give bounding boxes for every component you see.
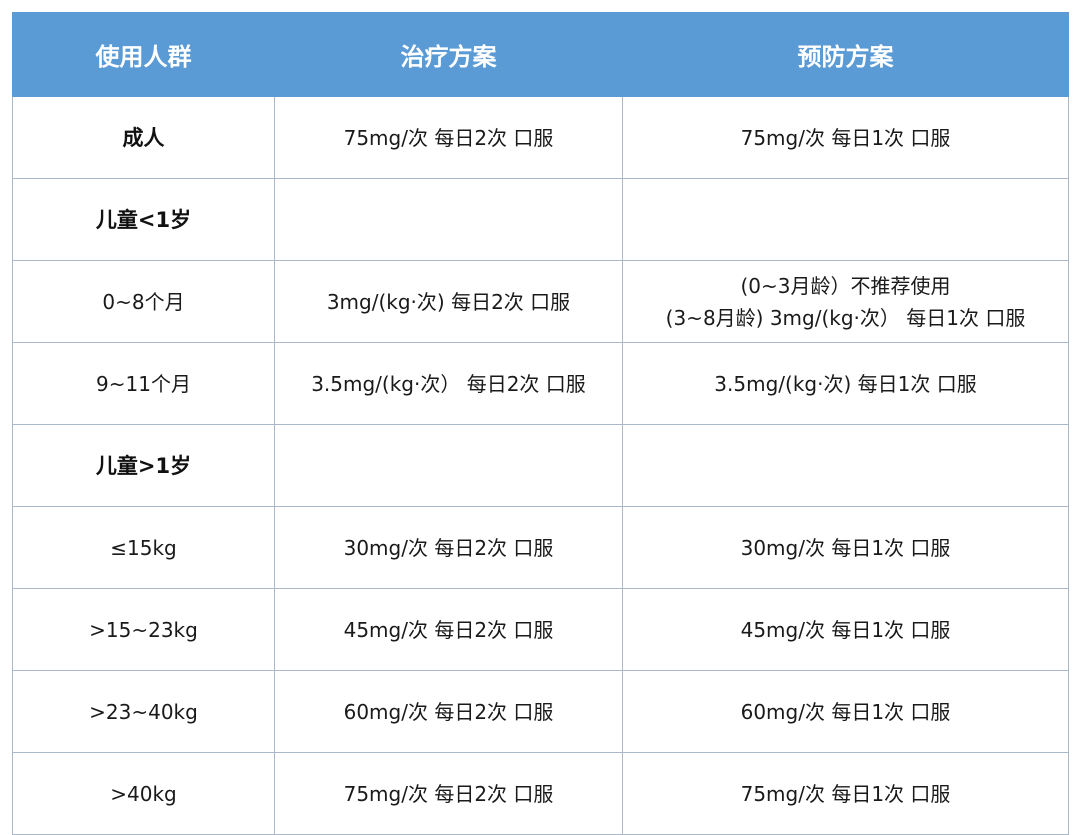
header-row: 使用人群 治疗方案 预防方案 <box>12 12 1069 97</box>
cell-group-text: 9~11个月 <box>96 371 191 396</box>
cell-prevention: 30mg/次 每日1次 口服 <box>622 506 1069 589</box>
cell-prevention-text: 60mg/次 每日1次 口服 <box>740 699 951 724</box>
cell-group: 9~11个月 <box>12 342 275 425</box>
cell-group-text: >23~40kg <box>89 699 198 724</box>
cell-prevention-text: 3.5mg/(kg·次) 每日1次 口服 <box>714 371 977 396</box>
table-row: 儿童<1岁 <box>12 178 1069 261</box>
cell-prevention: 3.5mg/(kg·次) 每日1次 口服 <box>622 342 1069 425</box>
cell-treatment-text: 75mg/次 每日2次 口服 <box>343 781 554 806</box>
cell-treatment-text: 30mg/次 每日2次 口服 <box>343 535 554 560</box>
cell-prevention-text: 45mg/次 每日1次 口服 <box>740 617 951 642</box>
cell-treatment-text: 3.5mg/(kg·次） 每日2次 口服 <box>311 371 586 396</box>
cell-group: 儿童<1岁 <box>12 178 275 261</box>
dosage-table: 使用人群 治疗方案 预防方案 成人 75mg/次 每日2次 口服 75mg/次 每日… <box>12 12 1069 835</box>
cell-treatment <box>274 178 623 261</box>
cell-group-text: >15~23kg <box>89 617 198 642</box>
cell-group: 成人 <box>12 96 275 179</box>
cell-group: >40kg <box>12 752 275 835</box>
cell-prevention-text-2: (3~8月龄) 3mg/(kg·次） 每日1次 口服 <box>665 305 1026 330</box>
table-row: >40kg 75mg/次 每日2次 口服 75mg/次 每日1次 口服 <box>12 752 1069 835</box>
table-row: >23~40kg 60mg/次 每日2次 口服 60mg/次 每日1次 口服 <box>12 670 1069 753</box>
cell-prevention-text: (0~3月龄）不推荐使用 <box>740 273 951 298</box>
table-row: 0~8个月 3mg/(kg·次) 每日2次 口服 (0~3月龄）不推荐使用 (3~8月… <box>12 260 1069 343</box>
table-row: 成人 75mg/次 每日2次 口服 75mg/次 每日1次 口服 <box>12 96 1069 179</box>
header-group: 使用人群 <box>12 12 275 97</box>
cell-prevention: (0~3月龄）不推荐使用 (3~8月龄) 3mg/(kg·次） 每日1次 口服 <box>622 260 1069 343</box>
table-row: 儿童>1岁 <box>12 424 1069 507</box>
table-row: >15~23kg 45mg/次 每日2次 口服 45mg/次 每日1次 口服 <box>12 588 1069 671</box>
cell-prevention: 45mg/次 每日1次 口服 <box>622 588 1069 671</box>
cell-group-text: 儿童>1岁 <box>95 453 192 478</box>
cell-treatment: 45mg/次 每日2次 口服 <box>274 588 623 671</box>
cell-treatment: 3mg/(kg·次) 每日2次 口服 <box>274 260 623 343</box>
cell-group-text: 儿童<1岁 <box>95 207 192 232</box>
cell-treatment: 30mg/次 每日2次 口服 <box>274 506 623 589</box>
cell-prevention-text: 75mg/次 每日1次 口服 <box>740 781 951 806</box>
cell-prevention: 75mg/次 每日1次 口服 <box>622 752 1069 835</box>
cell-group: >15~23kg <box>12 588 275 671</box>
cell-treatment: 60mg/次 每日2次 口服 <box>274 670 623 753</box>
cell-treatment-text: 45mg/次 每日2次 口服 <box>343 617 554 642</box>
cell-treatment-text: 60mg/次 每日2次 口服 <box>343 699 554 724</box>
table-row: ≤15kg 30mg/次 每日2次 口服 30mg/次 每日1次 口服 <box>12 506 1069 589</box>
cell-prevention <box>622 424 1069 507</box>
header-treatment: 治疗方案 <box>274 12 623 97</box>
cell-treatment: 75mg/次 每日2次 口服 <box>274 96 623 179</box>
cell-prevention <box>622 178 1069 261</box>
cell-treatment: 3.5mg/(kg·次） 每日2次 口服 <box>274 342 623 425</box>
cell-prevention-text: 75mg/次 每日1次 口服 <box>740 125 951 150</box>
cell-group-text: >40kg <box>110 781 177 806</box>
cell-group-text: 成人 <box>122 125 165 150</box>
cell-group-text: ≤15kg <box>110 535 177 560</box>
cell-treatment: 75mg/次 每日2次 口服 <box>274 752 623 835</box>
cell-group: 儿童>1岁 <box>12 424 275 507</box>
cell-treatment <box>274 424 623 507</box>
table-row: 9~11个月 3.5mg/(kg·次） 每日2次 口服 3.5mg/(kg·次) 每… <box>12 342 1069 425</box>
header-prevention: 预防方案 <box>622 12 1069 97</box>
cell-treatment-text: 75mg/次 每日2次 口服 <box>343 125 554 150</box>
cell-prevention-text: 30mg/次 每日1次 口服 <box>740 535 951 560</box>
cell-prevention: 75mg/次 每日1次 口服 <box>622 96 1069 179</box>
cell-prevention: 60mg/次 每日1次 口服 <box>622 670 1069 753</box>
cell-treatment-text: 3mg/(kg·次) 每日2次 口服 <box>326 289 571 314</box>
cell-group-text: 0~8个月 <box>102 289 185 314</box>
cell-group: 0~8个月 <box>12 260 275 343</box>
cell-group: >23~40kg <box>12 670 275 753</box>
cell-group: ≤15kg <box>12 506 275 589</box>
